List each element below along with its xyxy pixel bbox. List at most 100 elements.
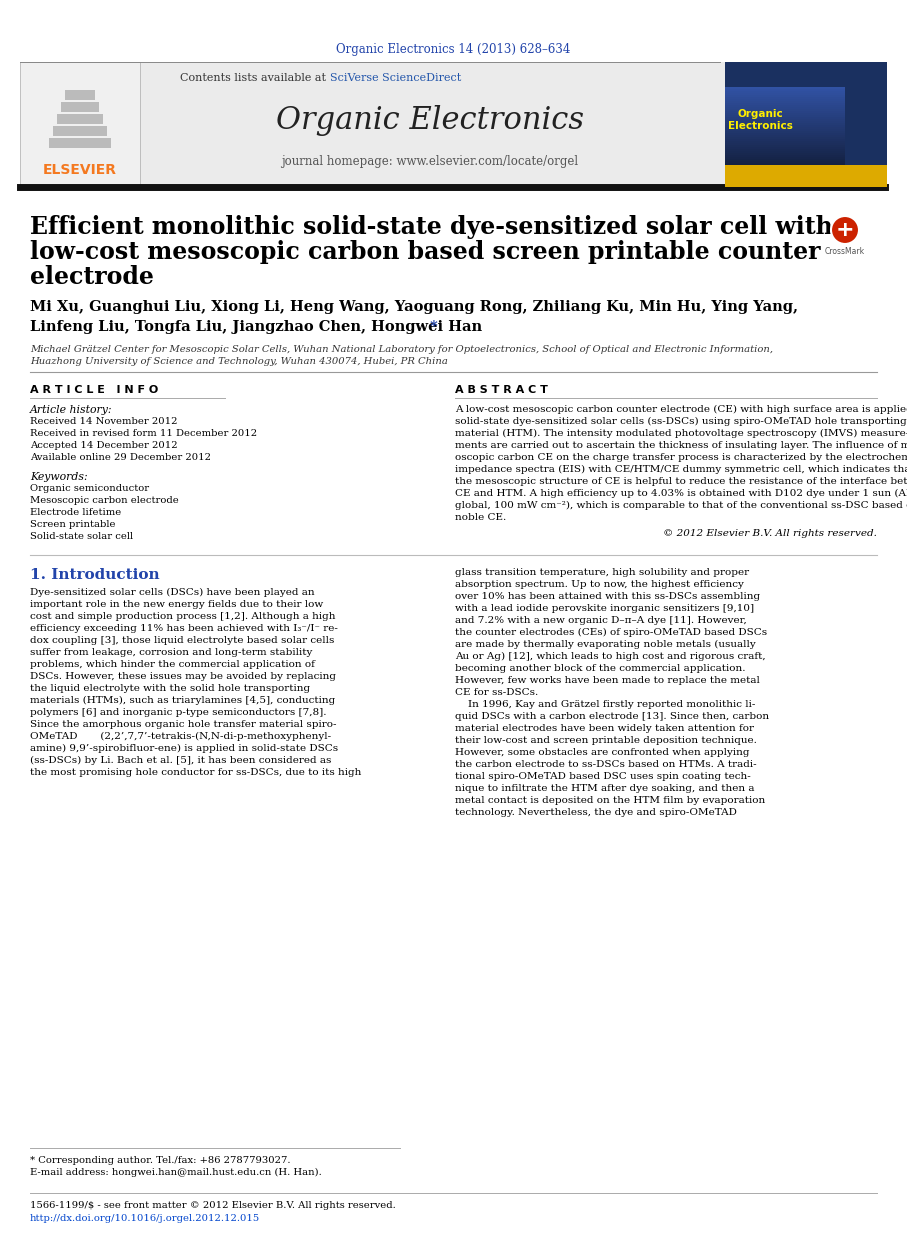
Bar — [725, 113, 845, 115]
Text: material (HTM). The intensity modulated photovoltage spectroscopy (IMVS) measure: material (HTM). The intensity modulated … — [455, 430, 907, 438]
Bar — [725, 137, 845, 139]
Text: DSCs. However, these issues may be avoided by replacing: DSCs. However, these issues may be avoid… — [30, 672, 336, 681]
Text: Organic semiconductor: Organic semiconductor — [30, 484, 149, 493]
Text: solid-state dye-sensitized solar cells (ss-DSCs) using spiro-OMeTAD hole transpo: solid-state dye-sensitized solar cells (… — [455, 417, 907, 426]
Text: the mesoscopic structure of CE is helpful to reduce the resistance of the interf: the mesoscopic structure of CE is helpfu… — [455, 477, 907, 487]
Bar — [725, 135, 845, 137]
Text: Available online 29 December 2012: Available online 29 December 2012 — [30, 453, 211, 462]
Bar — [725, 154, 845, 155]
Bar — [65, 90, 95, 100]
Text: quid DSCs with a carbon electrode [13]. Since then, carbon: quid DSCs with a carbon electrode [13]. … — [455, 712, 769, 721]
Text: the counter electrodes (CEs) of spiro-OMeTAD based DSCs: the counter electrodes (CEs) of spiro-OM… — [455, 628, 767, 638]
Text: metal contact is deposited on the HTM film by evaporation: metal contact is deposited on the HTM fi… — [455, 796, 766, 805]
Bar — [49, 137, 111, 149]
Text: However, few works have been made to replace the metal: However, few works have been made to rep… — [455, 676, 760, 685]
Bar — [725, 147, 845, 149]
Text: noble CE.: noble CE. — [455, 513, 506, 522]
Text: E-mail address: hongwei.han@mail.hust.edu.cn (H. Han).: E-mail address: hongwei.han@mail.hust.ed… — [30, 1167, 322, 1177]
Bar — [725, 119, 845, 121]
Text: tional spiro-OMeTAD based DSC uses spin coating tech-: tional spiro-OMeTAD based DSC uses spin … — [455, 773, 751, 781]
Text: Accepted 14 December 2012: Accepted 14 December 2012 — [30, 441, 178, 449]
Bar — [57, 114, 103, 124]
Text: Article history:: Article history: — [30, 405, 112, 415]
Bar — [725, 181, 845, 183]
Text: Contents lists available at: Contents lists available at — [180, 73, 330, 83]
Bar — [725, 139, 845, 141]
Text: amine) 9,9’-spirobifluor-ene) is applied in solid-state DSCs: amine) 9,9’-spirobifluor-ene) is applied… — [30, 744, 338, 753]
Bar — [20, 62, 140, 184]
Text: Keywords:: Keywords: — [30, 472, 88, 482]
Bar — [725, 151, 845, 154]
Bar — [725, 170, 845, 171]
Text: 1. Introduction: 1. Introduction — [30, 568, 160, 582]
Bar — [725, 165, 887, 187]
Text: Received in revised form 11 December 2012: Received in revised form 11 December 201… — [30, 430, 257, 438]
Bar — [725, 129, 845, 131]
Bar — [725, 144, 845, 145]
Text: Huazhong University of Science and Technology, Wuhan 430074, Hubei, PR China: Huazhong University of Science and Techn… — [30, 357, 448, 366]
Text: CrossMark: CrossMark — [825, 248, 865, 256]
Bar — [725, 184, 845, 187]
Bar — [725, 123, 845, 125]
Text: with a lead iodide perovskite inorganic sensitizers [9,10]: with a lead iodide perovskite inorganic … — [455, 604, 754, 613]
Text: over 10% has been attained with this ss-DSCs assembling: over 10% has been attained with this ss-… — [455, 592, 760, 600]
Text: cost and simple production process [1,2]. Although a high: cost and simple production process [1,2]… — [30, 612, 336, 621]
Bar — [725, 149, 845, 151]
Text: ELSEVIER: ELSEVIER — [43, 163, 117, 177]
Bar — [725, 171, 845, 173]
Text: http://dx.doi.org/10.1016/j.orgel.2012.12.015: http://dx.doi.org/10.1016/j.orgel.2012.1… — [30, 1214, 260, 1223]
Text: Efficient monolithic solid-state dye-sensitized solar cell with a: Efficient monolithic solid-state dye-sen… — [30, 215, 856, 239]
Text: In 1996, Kay and Grätzel firstly reported monolithic li-: In 1996, Kay and Grätzel firstly reporte… — [455, 699, 756, 709]
Text: electrode: electrode — [30, 265, 154, 288]
Bar — [725, 175, 845, 177]
Text: Linfeng Liu, Tongfa Liu, Jiangzhao Chen, Hongwei Han: Linfeng Liu, Tongfa Liu, Jiangzhao Chen,… — [30, 319, 483, 334]
Text: A B S T R A C T: A B S T R A C T — [455, 385, 548, 395]
Bar — [725, 145, 845, 147]
Bar — [725, 87, 845, 89]
Text: impedance spectra (EIS) with CE/HTM/CE dummy symmetric cell, which indicates tha: impedance spectra (EIS) with CE/HTM/CE d… — [455, 465, 907, 474]
Text: Solid-state solar cell: Solid-state solar cell — [30, 532, 133, 541]
Text: polymers [6] and inorganic p-type semiconductors [7,8].: polymers [6] and inorganic p-type semico… — [30, 708, 327, 717]
Text: Dye-sensitized solar cells (DSCs) have been played an: Dye-sensitized solar cells (DSCs) have b… — [30, 588, 315, 597]
Text: CE for ss-DSCs.: CE for ss-DSCs. — [455, 688, 538, 697]
Text: glass transition temperature, high solubility and proper: glass transition temperature, high solub… — [455, 568, 749, 577]
Bar — [725, 155, 845, 157]
Bar — [61, 102, 99, 111]
Bar — [725, 106, 845, 109]
Text: technology. Nevertheless, the dye and spiro-OMeTAD: technology. Nevertheless, the dye and sp… — [455, 808, 736, 817]
Text: Mi Xu, Guanghui Liu, Xiong Li, Heng Wang, Yaoguang Rong, Zhiliang Ku, Min Hu, Yi: Mi Xu, Guanghui Liu, Xiong Li, Heng Wang… — [30, 300, 798, 314]
Text: the carbon electrode to ss-DSCs based on HTMs. A tradi-: the carbon electrode to ss-DSCs based on… — [455, 760, 756, 769]
Text: absorption spectrum. Up to now, the highest efficiency: absorption spectrum. Up to now, the high… — [455, 579, 744, 589]
Text: +: + — [835, 220, 854, 240]
Text: Electrode lifetime: Electrode lifetime — [30, 508, 122, 517]
Text: *: * — [425, 319, 438, 334]
Text: CE and HTM. A high efficiency up to 4.03% is obtained with D102 dye under 1 sun : CE and HTM. A high efficiency up to 4.03… — [455, 489, 907, 498]
Text: 1566-1199/$ - see front matter © 2012 Elsevier B.V. All rights reserved.: 1566-1199/$ - see front matter © 2012 El… — [30, 1201, 395, 1210]
Text: suffer from leakage, corrosion and long-term stability: suffer from leakage, corrosion and long-… — [30, 647, 312, 657]
Bar — [725, 157, 845, 158]
Bar — [725, 99, 845, 102]
Text: Organic Electronics 14 (2013) 628–634: Organic Electronics 14 (2013) 628–634 — [336, 43, 571, 57]
Text: (ss-DSCs) by Li. Bach et al. [5], it has been considered as: (ss-DSCs) by Li. Bach et al. [5], it has… — [30, 756, 331, 765]
Text: © 2012 Elsevier B.V. All rights reserved.: © 2012 Elsevier B.V. All rights reserved… — [663, 529, 877, 539]
Text: material electrodes have been widely taken attention for: material electrodes have been widely tak… — [455, 724, 754, 733]
Bar — [725, 163, 845, 165]
Text: Organic Electronics: Organic Electronics — [276, 104, 584, 135]
Bar — [725, 131, 845, 132]
Bar — [725, 177, 845, 180]
Text: SciVerse ScienceDirect: SciVerse ScienceDirect — [330, 73, 462, 83]
Bar — [725, 165, 845, 167]
Bar — [725, 102, 845, 103]
Text: are made by thermally evaporating noble metals (usually: are made by thermally evaporating noble … — [455, 640, 756, 649]
Bar — [725, 92, 845, 93]
Text: ments are carried out to ascertain the thickness of insulating layer. The influe: ments are carried out to ascertain the t… — [455, 441, 907, 449]
Bar — [53, 126, 107, 136]
Bar — [725, 183, 845, 184]
Text: Au or Ag) [12], which leads to high cost and rigorous craft,: Au or Ag) [12], which leads to high cost… — [455, 652, 766, 661]
Text: Since the amorphous organic hole transfer material spiro-: Since the amorphous organic hole transfe… — [30, 721, 336, 729]
Text: nique to infiltrate the HTM after dye soaking, and then a: nique to infiltrate the HTM after dye so… — [455, 784, 755, 794]
Text: problems, which hinder the commercial application of: problems, which hinder the commercial ap… — [30, 660, 315, 669]
Bar — [725, 103, 845, 105]
Text: the most promising hole conductor for ss-DSCs, due to its high: the most promising hole conductor for ss… — [30, 768, 361, 777]
Bar — [140, 62, 725, 184]
